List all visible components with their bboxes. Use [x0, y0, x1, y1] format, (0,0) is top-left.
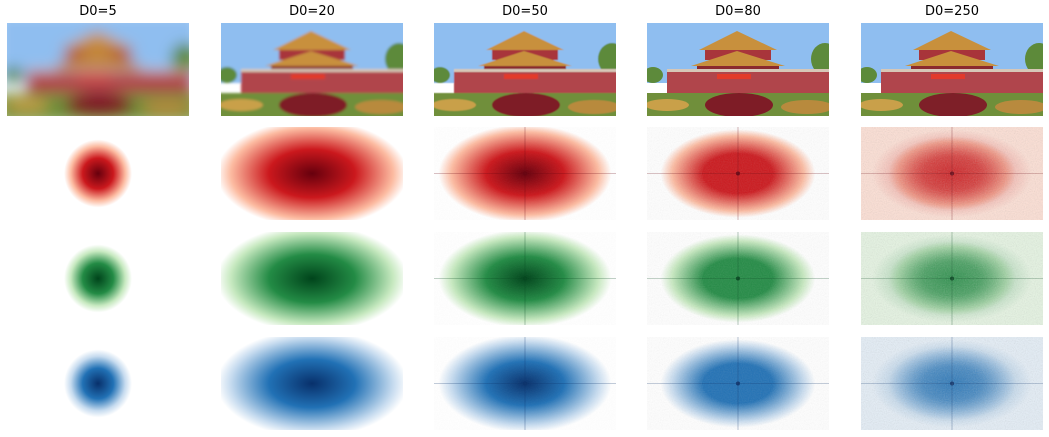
- column-title: D0=250: [925, 4, 979, 19]
- red-channel-spectrum: [221, 127, 403, 220]
- red-channel-spectrum: [434, 127, 616, 220]
- green-channel-spectrum: [221, 232, 403, 325]
- red-channel-spectrum: [647, 127, 829, 220]
- green-channel-spectrum: [7, 232, 189, 325]
- filtered-photo-d0-20: [221, 23, 403, 116]
- blue-channel-spectrum: [7, 337, 189, 430]
- column-title: D0=5: [79, 4, 117, 19]
- green-channel-spectrum: [647, 232, 829, 325]
- column-title: D0=20: [289, 4, 335, 19]
- red-channel-spectrum: [861, 127, 1043, 220]
- blue-channel-spectrum: [434, 337, 616, 430]
- filtered-photo-d0-80: [647, 23, 829, 116]
- filtered-photo-d0-5: [7, 23, 189, 116]
- blue-channel-spectrum: [647, 337, 829, 430]
- column-title: D0=80: [715, 4, 761, 19]
- green-channel-spectrum: [861, 232, 1043, 325]
- red-channel-spectrum: [7, 127, 189, 220]
- filtered-photo-d0-250: [861, 23, 1043, 116]
- blue-channel-spectrum: [221, 337, 403, 430]
- blue-channel-spectrum: [861, 337, 1043, 430]
- column-title: D0=50: [502, 4, 548, 19]
- filtered-photo-d0-50: [434, 23, 616, 116]
- green-channel-spectrum: [434, 232, 616, 325]
